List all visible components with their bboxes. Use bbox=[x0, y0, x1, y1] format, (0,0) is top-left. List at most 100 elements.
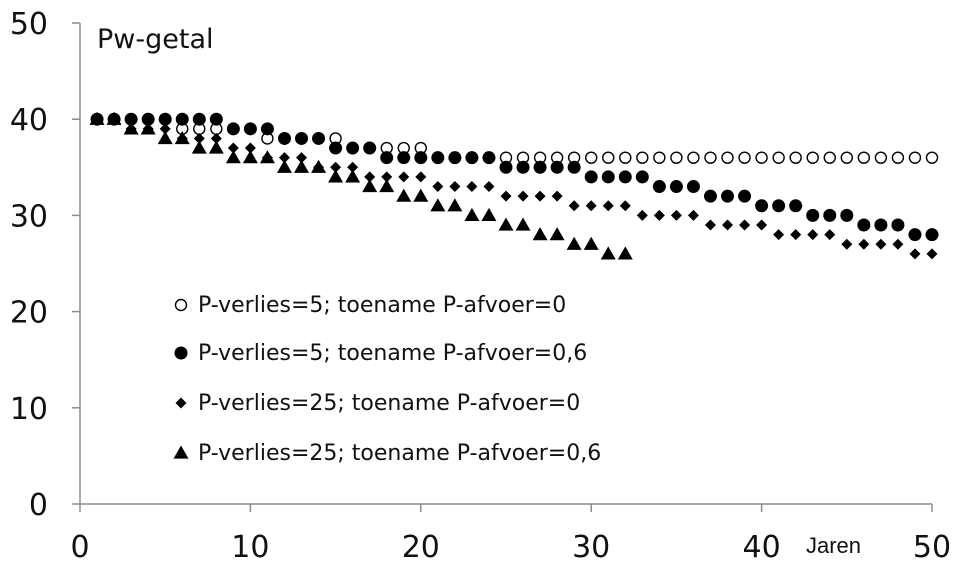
data-point bbox=[806, 151, 819, 164]
data-point bbox=[773, 229, 785, 241]
data-point bbox=[601, 170, 615, 184]
data-point bbox=[926, 248, 938, 260]
data-point bbox=[874, 151, 888, 164]
data-point bbox=[191, 140, 207, 154]
data-point bbox=[602, 151, 615, 164]
data-point bbox=[397, 151, 411, 165]
data-point bbox=[891, 151, 905, 164]
y-tick-label: 50 bbox=[10, 7, 48, 42]
data-point bbox=[227, 142, 239, 154]
data-point bbox=[908, 151, 922, 164]
y-tick-label: 30 bbox=[10, 199, 48, 234]
data-point bbox=[380, 151, 394, 165]
data-point bbox=[670, 209, 682, 221]
data-point bbox=[294, 159, 310, 173]
y-tick-label: 40 bbox=[10, 103, 48, 138]
tick-labels: 0 10 20 30 40 50 0 10 20 30 40 50 bbox=[10, 7, 951, 565]
data-point bbox=[295, 131, 309, 145]
data-point bbox=[824, 229, 836, 241]
x-tick-label: 30 bbox=[572, 530, 610, 565]
data-point bbox=[790, 229, 802, 241]
data-point bbox=[192, 112, 206, 126]
data-point bbox=[756, 219, 768, 231]
data-point bbox=[483, 181, 495, 193]
data-point bbox=[363, 141, 377, 155]
data-point bbox=[517, 190, 529, 202]
data-point bbox=[892, 238, 904, 250]
series-3 bbox=[91, 113, 938, 260]
data-point bbox=[259, 150, 275, 164]
data-point bbox=[500, 190, 512, 202]
x-tick-label: 0 bbox=[70, 530, 89, 565]
data-point bbox=[602, 200, 614, 212]
data-point bbox=[208, 140, 224, 154]
data-point bbox=[157, 130, 173, 145]
data-point bbox=[653, 151, 666, 164]
data-point bbox=[840, 151, 853, 164]
data-point bbox=[260, 122, 274, 136]
data-point bbox=[89, 111, 105, 125]
x-tick-label: 10 bbox=[231, 530, 269, 565]
data-point bbox=[567, 160, 581, 174]
data-point bbox=[276, 159, 292, 173]
data-point bbox=[823, 208, 837, 222]
data-point bbox=[908, 228, 922, 242]
data-point bbox=[175, 112, 189, 126]
data-point bbox=[636, 209, 648, 221]
series-4 bbox=[89, 111, 633, 260]
data-point bbox=[652, 180, 666, 194]
legend-item: P-verlies=25; toename P-afvoer=0 bbox=[175, 391, 580, 416]
data-point bbox=[347, 161, 359, 173]
data-point bbox=[225, 150, 241, 164]
data-point bbox=[823, 151, 836, 164]
data-point bbox=[687, 209, 699, 221]
data-point bbox=[721, 151, 734, 164]
data-point bbox=[174, 130, 190, 145]
data-point bbox=[722, 219, 734, 231]
data-point bbox=[329, 141, 343, 155]
data-point bbox=[840, 208, 854, 222]
data-point bbox=[619, 200, 631, 212]
data-point bbox=[568, 200, 580, 212]
data-point bbox=[772, 151, 785, 164]
data-point bbox=[345, 169, 361, 183]
legend-marker bbox=[173, 445, 189, 459]
data-point bbox=[464, 207, 480, 222]
data-point bbox=[687, 151, 700, 164]
data-point bbox=[414, 151, 428, 165]
data-point bbox=[242, 150, 258, 164]
data-point bbox=[415, 171, 427, 183]
data-point bbox=[244, 142, 256, 154]
data-point bbox=[600, 246, 616, 260]
data-point bbox=[721, 189, 735, 203]
data-point bbox=[619, 151, 632, 164]
data-point bbox=[243, 122, 257, 136]
data-point bbox=[550, 160, 564, 174]
data-point bbox=[703, 189, 717, 203]
x-tick-label: 40 bbox=[743, 530, 781, 565]
data-point bbox=[533, 160, 547, 174]
data-point bbox=[193, 132, 205, 144]
data-point bbox=[330, 161, 342, 173]
data-point bbox=[430, 198, 446, 212]
data-point bbox=[277, 131, 291, 145]
data-point bbox=[482, 151, 496, 165]
data-point bbox=[106, 111, 122, 125]
data-point bbox=[669, 180, 683, 194]
legend-label: P-verlies=25; toename P-afvoer=0,6 bbox=[198, 441, 601, 466]
data-point bbox=[585, 200, 597, 212]
data-point bbox=[891, 218, 905, 232]
axes bbox=[72, 22, 933, 512]
x-tick-label: 50 bbox=[913, 530, 951, 565]
legend-label: P-verlies=5; toename P-afvoer=0 bbox=[198, 293, 566, 318]
legend-marker bbox=[174, 298, 188, 312]
chart-title: Pw-getal bbox=[97, 24, 214, 55]
data-point bbox=[532, 227, 548, 241]
data-point bbox=[755, 151, 768, 164]
data-point bbox=[465, 151, 479, 165]
legend-item: P-verlies=5; toename P-afvoer=0,6 bbox=[174, 341, 587, 366]
data-point bbox=[346, 141, 360, 155]
data-point bbox=[755, 199, 769, 213]
